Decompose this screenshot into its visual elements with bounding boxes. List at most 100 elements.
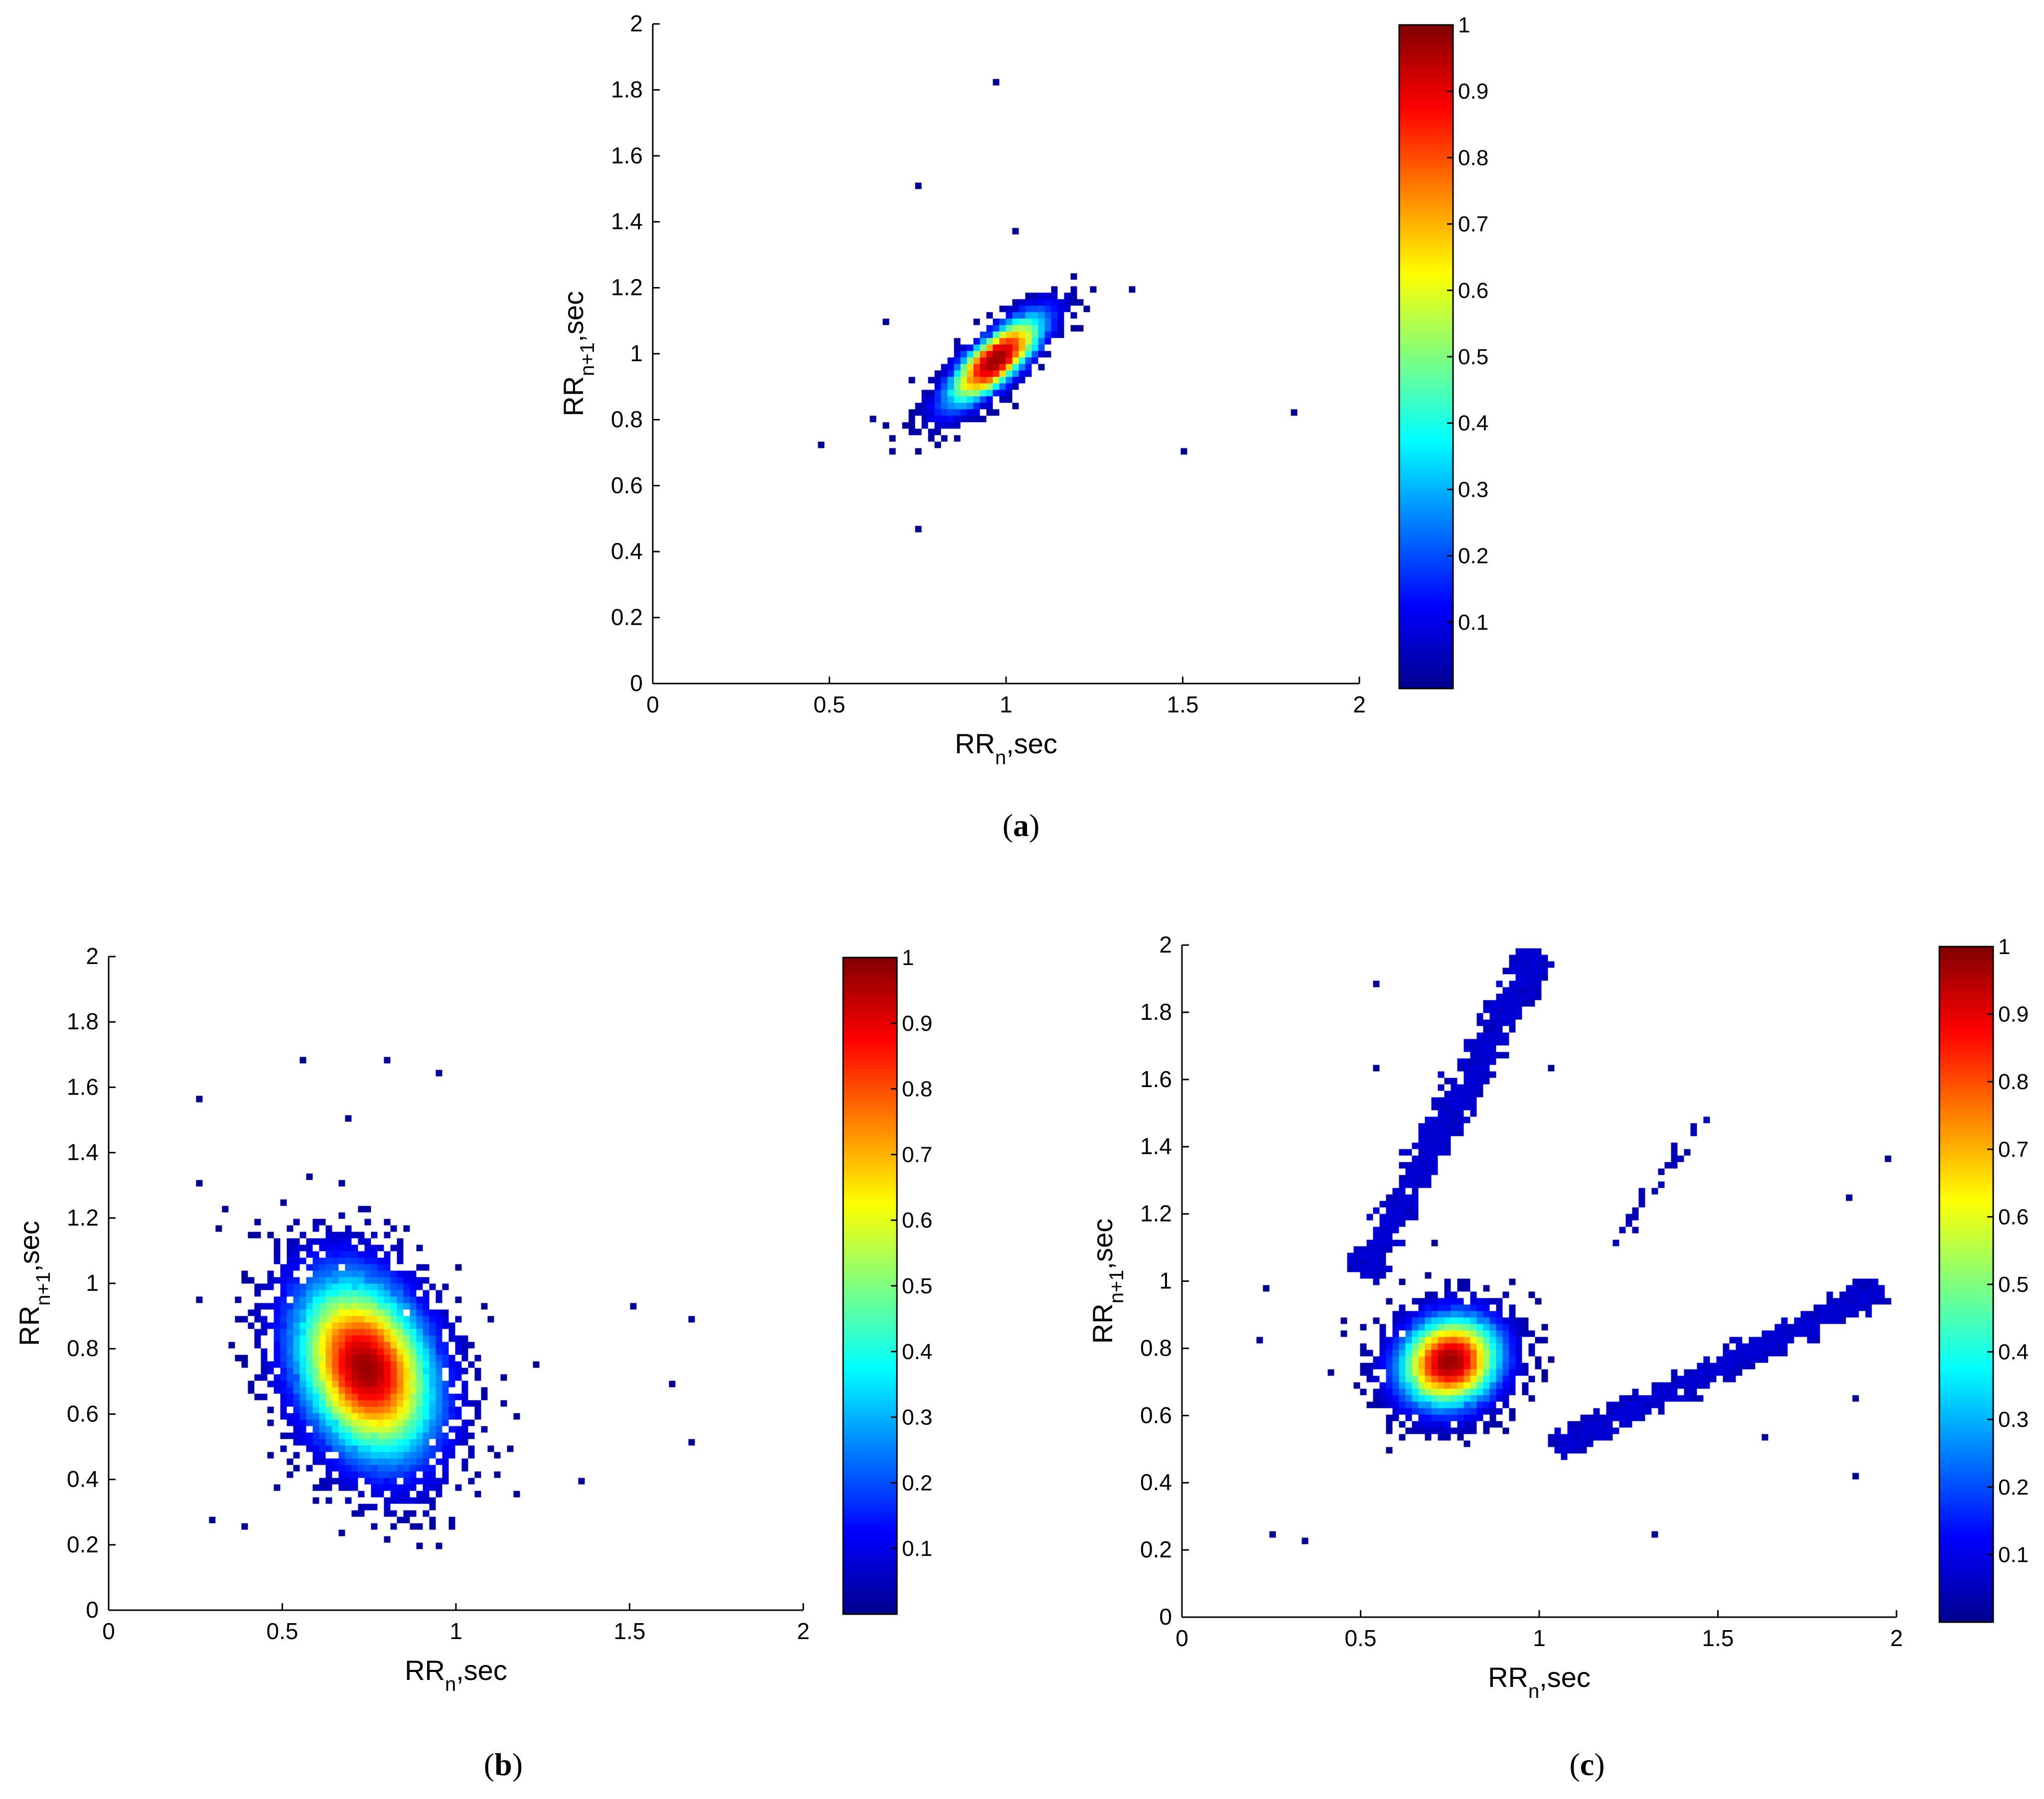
colorbar: 0.10.20.30.40.50.60.70.80.91 — [1398, 13, 1488, 690]
density-point — [1528, 974, 1535, 981]
density-point — [351, 1432, 358, 1439]
density-point — [436, 1355, 442, 1362]
density-point — [1379, 1246, 1386, 1253]
density-point — [474, 1374, 481, 1381]
density-point — [1418, 1168, 1425, 1175]
density-point — [967, 370, 974, 377]
density-point — [384, 1484, 391, 1491]
density-point — [954, 409, 961, 416]
density-point — [1438, 1330, 1445, 1337]
density-point — [1807, 1311, 1814, 1318]
density-point — [423, 1361, 430, 1368]
y-axis-label: RRn+1,sec — [13, 1221, 54, 1346]
density-point — [1412, 1350, 1419, 1357]
y-tick-label: 0 — [1159, 1604, 1172, 1630]
density-point — [980, 364, 987, 371]
density-point — [325, 1296, 332, 1303]
density-point — [325, 1387, 332, 1394]
density-point — [1379, 1350, 1386, 1357]
density-point — [384, 1348, 391, 1355]
density-point — [293, 1361, 300, 1368]
density-point — [371, 1419, 378, 1426]
density-point — [1489, 1039, 1496, 1046]
density-point — [416, 1348, 423, 1355]
density-point — [364, 1368, 371, 1375]
density-point — [1412, 1369, 1419, 1376]
density-point — [325, 1374, 332, 1381]
density-point — [1451, 1363, 1458, 1370]
density-point — [1489, 1337, 1496, 1344]
density-point — [423, 1471, 430, 1478]
density-point — [358, 1419, 365, 1426]
density-point — [1612, 1427, 1619, 1434]
density-point — [1463, 1440, 1470, 1447]
density-point — [448, 1335, 455, 1342]
density-point — [1373, 1317, 1380, 1324]
density-point — [371, 1303, 378, 1310]
density-point — [1522, 1382, 1529, 1389]
density-point — [1019, 344, 1025, 351]
density-point — [1399, 1350, 1406, 1357]
y-tick-label: 0.8 — [67, 1335, 99, 1361]
density-point — [1470, 1337, 1477, 1344]
density-point — [1865, 1304, 1872, 1311]
density-point — [429, 1445, 436, 1452]
density-point — [1444, 1149, 1451, 1156]
density-point — [410, 1322, 417, 1329]
density-point — [1012, 338, 1019, 345]
density-point — [1619, 1414, 1626, 1421]
density-point — [384, 1342, 391, 1349]
density-point — [1057, 318, 1064, 325]
x-tick-label: 2 — [797, 1618, 810, 1644]
density-point — [468, 1400, 475, 1407]
colorbar-tick-label: 0.6 — [1998, 1205, 2029, 1229]
density-point — [293, 1342, 300, 1349]
density-point — [1438, 1084, 1445, 1091]
density-point — [1386, 1246, 1393, 1253]
density-point — [1012, 228, 1019, 235]
density-point — [267, 1406, 274, 1413]
density-point — [967, 403, 974, 410]
density-point — [1509, 1369, 1516, 1376]
density-point — [436, 1393, 442, 1400]
density-point — [390, 1413, 397, 1420]
density-point — [973, 344, 980, 351]
density-point — [1457, 1317, 1464, 1324]
density-point — [1386, 1447, 1393, 1454]
density-point — [1399, 1382, 1406, 1389]
y-axis-label-rest: ,sec — [1087, 1219, 1118, 1270]
density-point — [345, 1406, 352, 1413]
density-point — [1496, 1006, 1503, 1013]
density-point — [1006, 351, 1013, 358]
density-point — [941, 435, 948, 442]
density-point — [358, 1283, 365, 1290]
density-point — [1561, 1440, 1568, 1447]
density-point — [442, 1348, 449, 1355]
density-point — [1444, 1291, 1451, 1298]
density-point — [306, 1322, 313, 1329]
density-point — [1697, 1369, 1704, 1376]
density-point — [351, 1406, 358, 1413]
density-point — [293, 1335, 300, 1342]
density-point — [1044, 312, 1051, 319]
density-point — [299, 1290, 306, 1297]
density-point — [384, 1368, 391, 1375]
y-tick-label: 0.6 — [611, 472, 643, 498]
density-point — [390, 1335, 397, 1342]
density-point — [1612, 1414, 1619, 1421]
density-point — [1425, 1149, 1432, 1156]
density-point — [312, 1264, 319, 1271]
density-point — [954, 435, 961, 442]
density-point — [1509, 961, 1516, 968]
density-point — [1019, 338, 1025, 345]
density-point — [1755, 1343, 1762, 1350]
density-point — [967, 415, 974, 422]
density-point — [338, 1309, 345, 1316]
density-point — [332, 1316, 339, 1323]
density-point — [345, 1478, 352, 1485]
density-point — [1392, 1363, 1399, 1370]
density-point — [384, 1497, 391, 1504]
density-point — [1509, 1414, 1516, 1421]
density-point — [371, 1232, 378, 1239]
density-point — [338, 1381, 345, 1387]
